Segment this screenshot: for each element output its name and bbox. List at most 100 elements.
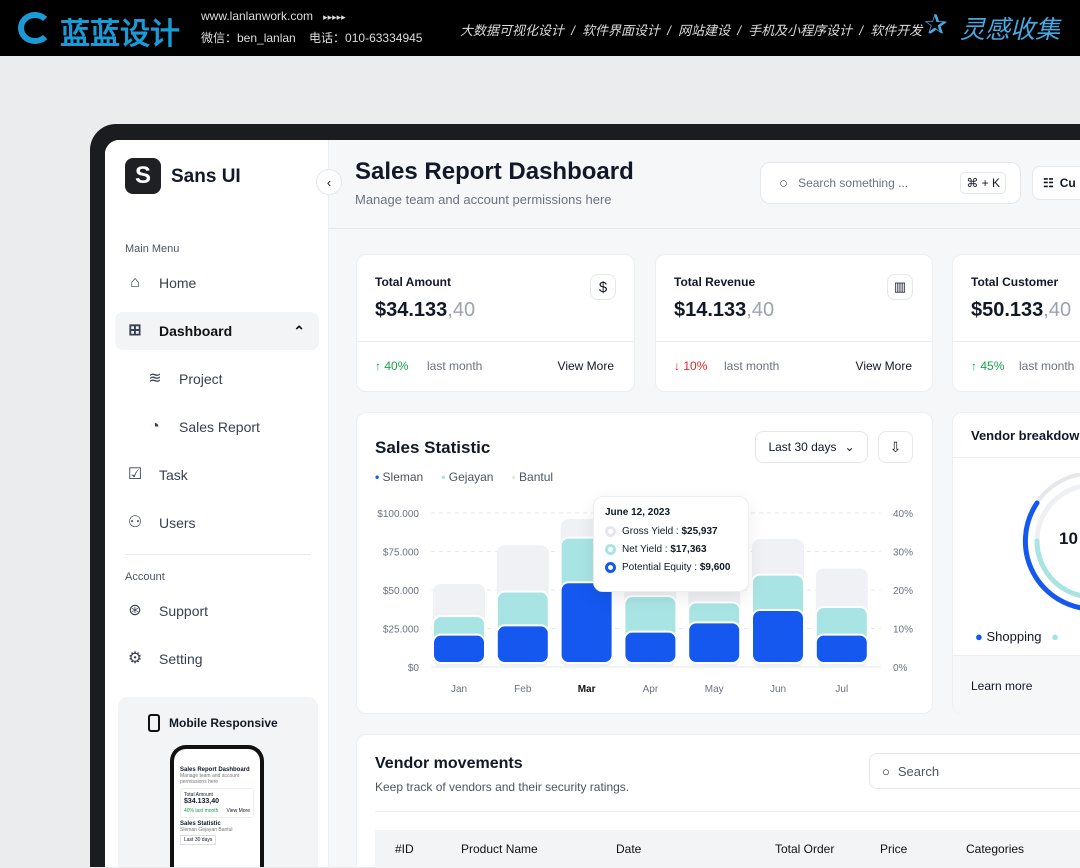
- mobile-promo-card[interactable]: Mobile Responsive Sales Report Dashboard…: [118, 697, 318, 867]
- legend-bantul: • Bantul: [511, 470, 554, 484]
- promo-title: Mobile Responsive: [169, 716, 278, 730]
- tooltip-row-equity: Potential Equity : $9,600: [605, 562, 737, 573]
- bar-sleman-jul[interactable]: [814, 633, 869, 665]
- stat-period: last month: [427, 359, 483, 373]
- search-icon: ○: [779, 174, 789, 192]
- stat-period: last month: [724, 359, 780, 373]
- tooltip-date: June 12, 2023: [605, 507, 671, 518]
- y-tick-label: $50.000: [383, 586, 420, 597]
- phone-title: Sales Report Dashboard: [180, 767, 250, 773]
- x-tick-label: Apr: [643, 684, 659, 695]
- label: Dashboard: [159, 323, 233, 339]
- page-title: Sales Report Dashboard: [355, 158, 634, 185]
- view-more-link[interactable]: View More: [557, 359, 614, 373]
- sidebar-item-support[interactable]: ⊛ Support: [115, 592, 319, 630]
- y2-tick-label: 30%: [893, 548, 913, 559]
- customize-button[interactable]: ☷ Cu: [1032, 166, 1080, 200]
- bar-sleman-may[interactable]: [687, 621, 742, 664]
- table-header: #ID Product Name Date Total Order Price …: [375, 830, 1080, 868]
- toggle-icon: ☷: [1043, 176, 1054, 190]
- bar-sleman-jan[interactable]: [432, 633, 486, 665]
- vendor-search-input[interactable]: ○ Search: [869, 753, 1080, 789]
- label: Task: [159, 467, 188, 483]
- column-price[interactable]: Price: [880, 842, 908, 856]
- search-input[interactable]: ○ Search something ... ⌘ + K: [760, 162, 1021, 204]
- stat-label: Total Customer: [971, 275, 1059, 289]
- stat-label: Total Amount: [375, 275, 451, 289]
- lifebuoy-icon: ⊛: [128, 602, 142, 619]
- phone-legend: Sleman Gejayan Bantul: [180, 827, 233, 833]
- cloud-download-icon: ⇩: [889, 438, 902, 455]
- view-more-link[interactable]: View More: [855, 359, 912, 373]
- search-icon: ○: [882, 763, 890, 779]
- grid-icon: ⊞: [128, 322, 142, 339]
- phone-mockup: Sales Report Dashboard Manage team and a…: [170, 745, 264, 867]
- y2-tick-label: 10%: [893, 625, 913, 636]
- y-tick-label: $25.000: [383, 625, 420, 636]
- label: Home: [159, 275, 197, 291]
- label: Sales Report: [179, 419, 260, 435]
- home-icon: ⌂: [130, 274, 140, 291]
- label: Setting: [159, 651, 203, 667]
- sidebar-item-setting[interactable]: ⚙ Setting: [115, 640, 319, 678]
- checkbox-icon: ☑: [127, 466, 143, 483]
- tooltip-row-gross: Gross Yield : $25,937: [605, 526, 737, 537]
- donut-legend: ● Shopping ●: [975, 629, 1059, 644]
- users-icon: ⚇: [127, 514, 143, 531]
- donut-center-value: 10: [1059, 529, 1078, 548]
- collapse-sidebar-button[interactable]: ‹: [316, 169, 342, 195]
- column-date[interactable]: Date: [616, 842, 642, 856]
- donut-chart: [1022, 473, 1080, 611]
- stat-card-total-amount: Total Amount $ $34.133,40 ↑ 40% last mont…: [356, 254, 635, 392]
- vendor-movements-card: Vendor movements Keep track of vendors a…: [356, 734, 1080, 868]
- phone-stat: 40% last month View More: [184, 808, 250, 814]
- brand-logo-icon: [18, 12, 52, 44]
- brand-name: 蓝蓝设计: [60, 18, 180, 51]
- y-tick-label: $75.000: [383, 548, 420, 559]
- y2-tick-label: 20%: [893, 586, 913, 597]
- column-total-order[interactable]: Total Order: [775, 842, 835, 856]
- sidebar-item-users[interactable]: ⚇ Users: [115, 504, 319, 542]
- tooltip-row-net: Net Yield : $17,363: [605, 544, 737, 555]
- chevron-down-icon: ⌄: [844, 440, 855, 454]
- stat-change: ↓ 10%: [674, 359, 708, 373]
- top-banner: 蓝蓝设计 www.lanlanwork.com ▸▸▸▸▸ 微信：ben_lan…: [0, 0, 1080, 56]
- sidebar-item-project[interactable]: ≋ Project: [135, 360, 339, 398]
- section-title: Vendor breakdow: [971, 428, 1080, 443]
- stat-change: ↑ 45%: [971, 359, 1005, 373]
- logo-icon: S: [125, 158, 161, 194]
- column-product-name[interactable]: Product Name: [461, 842, 538, 856]
- sidebar-item-task[interactable]: ☑ Task: [115, 456, 319, 494]
- stat-card-total-customer: Total Customer $50.133,40 ↑ 45% last mont…: [952, 254, 1080, 392]
- search-placeholder: Search something ...: [798, 176, 909, 190]
- right-brand: 灵感收集: [960, 16, 1061, 44]
- stat-value: $14.133,40: [674, 299, 775, 321]
- y-tick-label: $100.000: [377, 509, 419, 520]
- date-range-dropdown[interactable]: Last 30 days ⌄: [755, 431, 868, 463]
- main-menu-label: Main Menu: [125, 243, 180, 255]
- bar-sleman-apr[interactable]: [623, 630, 678, 665]
- stat-value: $50.133,40: [971, 299, 1072, 321]
- sidebar: S Sans UI Main Menu ⌂ Home ⊞ Dashboard ⌃ ≋ P…: [105, 140, 329, 867]
- download-button[interactable]: ⇩: [878, 431, 913, 463]
- label: Support: [159, 603, 209, 619]
- sales-chart: $0 0% $25.000 10% $50.000 20% $75.000 30% $100.0…: [377, 509, 913, 695]
- account-label: Account: [125, 571, 165, 583]
- learn-more-link[interactable]: Learn more: [971, 679, 1033, 693]
- bar-sleman-mar[interactable]: [559, 581, 614, 664]
- stat-label: Total Revenue: [674, 275, 756, 289]
- star-icon: ✰: [924, 9, 948, 40]
- bar-sleman-jun[interactable]: [751, 609, 805, 664]
- x-tick-label: Jul: [835, 684, 848, 695]
- sidebar-item-sales-report[interactable]: ◔ Sales Report: [135, 408, 339, 446]
- divider: [125, 554, 311, 555]
- sidebar-item-dashboard[interactable]: ⊞ Dashboard ⌃: [115, 312, 319, 350]
- column-categories[interactable]: Categories: [966, 842, 1025, 856]
- sidebar-item-home[interactable]: ⌂ Home: [115, 264, 319, 302]
- banner-services: 大数据可视化设计 / 软件界面设计 / 网站建设 / 手机及小程序设计 / 软件…: [460, 23, 923, 38]
- page-subtitle: Manage team and account permissions here: [355, 192, 612, 207]
- bar-sleman-feb[interactable]: [495, 624, 550, 664]
- column-id[interactable]: #ID: [395, 842, 414, 856]
- phone-subtitle: Manage team and account permissions here: [180, 773, 240, 785]
- logo-text: Sans UI: [171, 166, 241, 187]
